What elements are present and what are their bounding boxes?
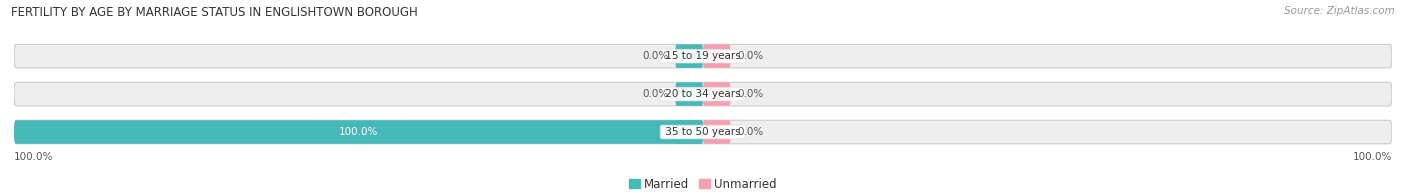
FancyBboxPatch shape (675, 82, 703, 106)
FancyBboxPatch shape (14, 82, 1392, 106)
FancyBboxPatch shape (703, 44, 731, 68)
Text: 100.0%: 100.0% (1353, 152, 1392, 162)
Text: 0.0%: 0.0% (738, 51, 763, 61)
FancyBboxPatch shape (14, 120, 703, 144)
Text: 15 to 19 years: 15 to 19 years (662, 51, 744, 61)
FancyBboxPatch shape (703, 120, 731, 144)
Text: 35 to 50 years: 35 to 50 years (662, 127, 744, 137)
Text: 0.0%: 0.0% (738, 127, 763, 137)
Text: 100.0%: 100.0% (339, 127, 378, 137)
Text: 20 to 34 years: 20 to 34 years (662, 89, 744, 99)
Text: 0.0%: 0.0% (643, 89, 669, 99)
FancyBboxPatch shape (14, 44, 1392, 68)
FancyBboxPatch shape (675, 120, 703, 144)
FancyBboxPatch shape (703, 82, 731, 106)
Text: FERTILITY BY AGE BY MARRIAGE STATUS IN ENGLISHTOWN BOROUGH: FERTILITY BY AGE BY MARRIAGE STATUS IN E… (11, 6, 418, 19)
Text: 0.0%: 0.0% (643, 51, 669, 61)
Legend: Married, Unmarried: Married, Unmarried (624, 173, 782, 195)
Text: 100.0%: 100.0% (14, 152, 53, 162)
Text: Source: ZipAtlas.com: Source: ZipAtlas.com (1284, 6, 1395, 16)
FancyBboxPatch shape (14, 120, 1392, 144)
Text: 0.0%: 0.0% (738, 89, 763, 99)
FancyBboxPatch shape (675, 44, 703, 68)
